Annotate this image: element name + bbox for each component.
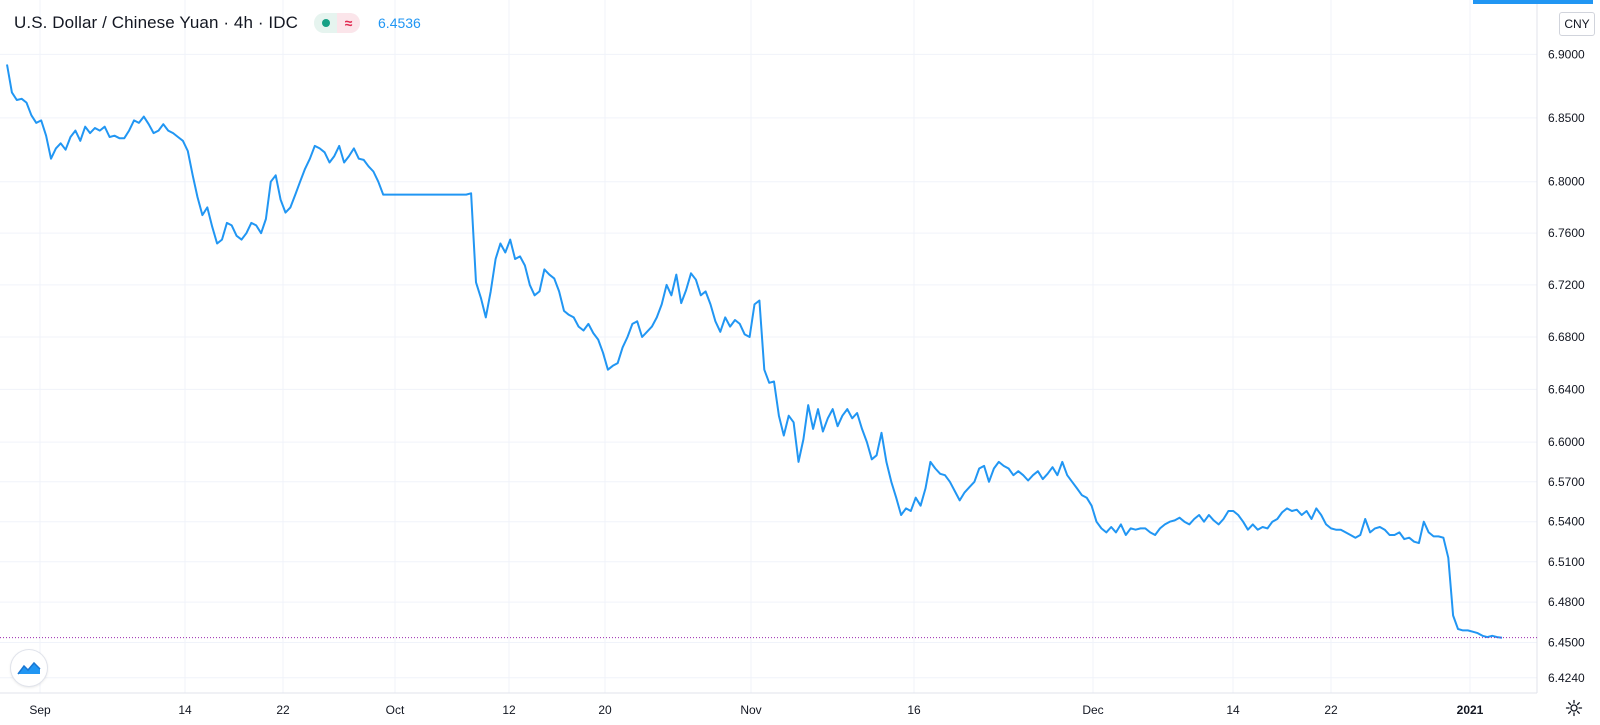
x-tick-label: 12 <box>502 703 516 717</box>
chart-grid <box>0 0 1537 693</box>
market-status-badge[interactable]: ≈ <box>314 13 361 33</box>
y-tick-label: 6.7600 <box>1548 226 1585 240</box>
logo-button[interactable] <box>11 650 47 686</box>
y-tick-label: 6.9000 <box>1548 47 1585 61</box>
time-axis[interactable]: Sep 14 22 Oct 12 20 Nov 16 Dec 14 22 2021 <box>29 703 1483 717</box>
top-accent-bar <box>1473 0 1593 4</box>
y-tick-label: 6.5700 <box>1548 475 1585 489</box>
chart-legend: U.S. Dollar / Chinese Yuan · 4h · IDC ≈ … <box>14 12 421 34</box>
x-tick-label: Dec <box>1082 703 1103 717</box>
currency-button[interactable]: CNY <box>1559 12 1595 36</box>
price-axis[interactable]: 6.9000 6.8500 6.8000 6.7600 6.7200 6.6800 6.64… <box>1548 47 1585 684</box>
y-tick-label: 6.6400 <box>1548 382 1585 396</box>
y-tick-label: 6.5100 <box>1548 555 1585 569</box>
last-price-value: 6.4536 <box>378 15 421 31</box>
y-tick-label: 6.4800 <box>1548 595 1585 609</box>
y-tick-label: 6.4500 <box>1548 636 1585 650</box>
y-tick-label: 6.8500 <box>1548 111 1585 125</box>
y-tick-label: 6.6000 <box>1548 435 1585 449</box>
y-tick-label: 6.6800 <box>1548 330 1585 344</box>
market-open-dot-icon <box>321 19 330 27</box>
y-tick-label: 6.7200 <box>1548 278 1585 292</box>
x-tick-label: 22 <box>1324 703 1338 717</box>
series-line-group <box>0 64 1537 639</box>
x-tick-label: 14 <box>178 703 192 717</box>
x-tick-label: 16 <box>907 703 921 717</box>
x-tick-label: Oct <box>386 703 405 717</box>
x-tick-label: 20 <box>598 703 612 717</box>
x-tick-label: Sep <box>29 703 51 717</box>
x-tick-label: 22 <box>276 703 290 717</box>
y-tick-label: 6.4240 <box>1548 671 1585 685</box>
x-tick-label: 14 <box>1226 703 1240 717</box>
y-tick-label: 6.5400 <box>1548 515 1585 529</box>
settings-button[interactable] <box>1563 697 1585 719</box>
x-tick-label: Nov <box>740 703 761 717</box>
y-tick-label: 6.8000 <box>1548 175 1585 189</box>
gear-icon <box>1565 699 1583 717</box>
symbol-title[interactable]: U.S. Dollar / Chinese Yuan · 4h · IDC <box>14 13 299 32</box>
x-tick-label: 2021 <box>1457 703 1484 717</box>
approx-icon: ≈ <box>344 15 353 31</box>
tradingview-logo-icon <box>17 661 41 675</box>
series-line <box>6 64 1503 639</box>
